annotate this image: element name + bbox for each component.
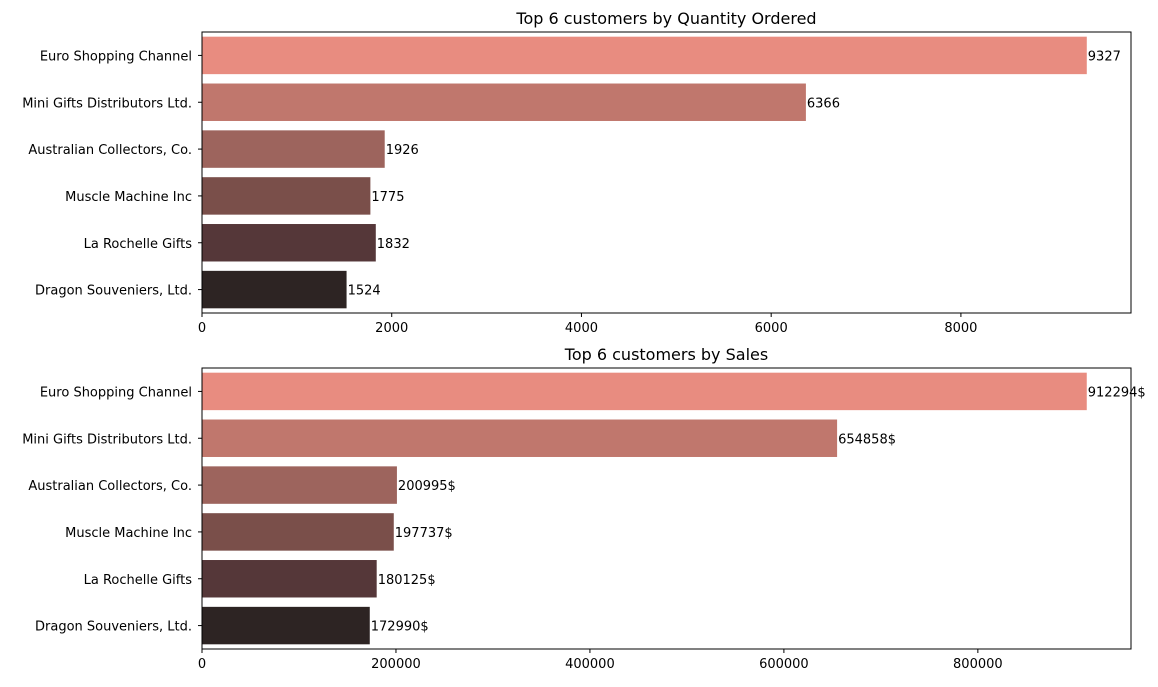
category-label: Muscle Machine Inc [65,190,192,205]
bar-value-label: 6366 [807,96,840,111]
category-label: Euro Shopping Channel [40,385,192,400]
bar [202,224,376,262]
bar [202,466,397,504]
x-tick-label: 400000 [565,657,615,672]
bar-value-label: 9327 [1088,49,1121,64]
bar [202,83,806,121]
bar [202,606,370,645]
category-label: Australian Collectors, Co. [28,143,192,158]
x-tick-label: 2000 [375,321,408,336]
quantity-chart: Top 6 customers by Quantity Ordered 9327 E… [22,9,1132,336]
bar [202,419,838,457]
bar [202,36,1087,75]
bar-value-label: 1832 [377,237,410,252]
x-tick-label: 800000 [953,657,1003,672]
bar [202,372,1087,411]
bar-value-label: 180125$ [378,573,436,588]
category-label: Mini Gifts Distributors Ltd. [22,432,192,447]
x-tick-label: 6000 [755,321,788,336]
category-label: Muscle Machine Inc [65,526,192,541]
x-tick-label: 200000 [371,657,421,672]
category-label: La Rochelle Gifts [84,237,193,252]
chart-title: Top 6 customers by Sales [564,345,768,364]
category-label: Mini Gifts Distributors Ltd. [22,96,192,111]
x-tick-label: 600000 [759,657,809,672]
bar [202,130,385,168]
bar-value-label: 912294$ [1088,385,1146,400]
bar [202,270,347,309]
category-label: Dragon Souveniers, Ltd. [35,620,192,635]
category-label: Dragon Souveniers, Ltd. [35,284,192,299]
axes-frame [201,31,1132,314]
bar-value-label: 654858$ [838,432,896,447]
category-label: La Rochelle Gifts [84,573,193,588]
category-label: Australian Collectors, Co. [28,479,192,494]
bar-value-label: 200995$ [398,479,456,494]
bar-value-label: 172990$ [371,620,429,635]
x-tick-label: 0 [198,657,206,672]
bar-value-label: 1926 [386,143,419,158]
axes-frame [201,367,1132,650]
sales-chart: Top 6 customers by Sales 912294$ Euro Shop… [22,345,1145,672]
bar [202,513,394,551]
bar-value-label: 197737$ [395,526,453,541]
chart-title: Top 6 customers by Quantity Ordered [515,9,816,28]
bar-value-label: 1775 [371,190,404,205]
bar [202,177,371,215]
x-tick-label: 4000 [565,321,598,336]
x-tick-label: 8000 [944,321,977,336]
bar-value-label: 1524 [348,284,381,299]
category-label: Euro Shopping Channel [40,49,192,64]
bar [202,560,377,598]
x-tick-label: 0 [198,321,206,336]
